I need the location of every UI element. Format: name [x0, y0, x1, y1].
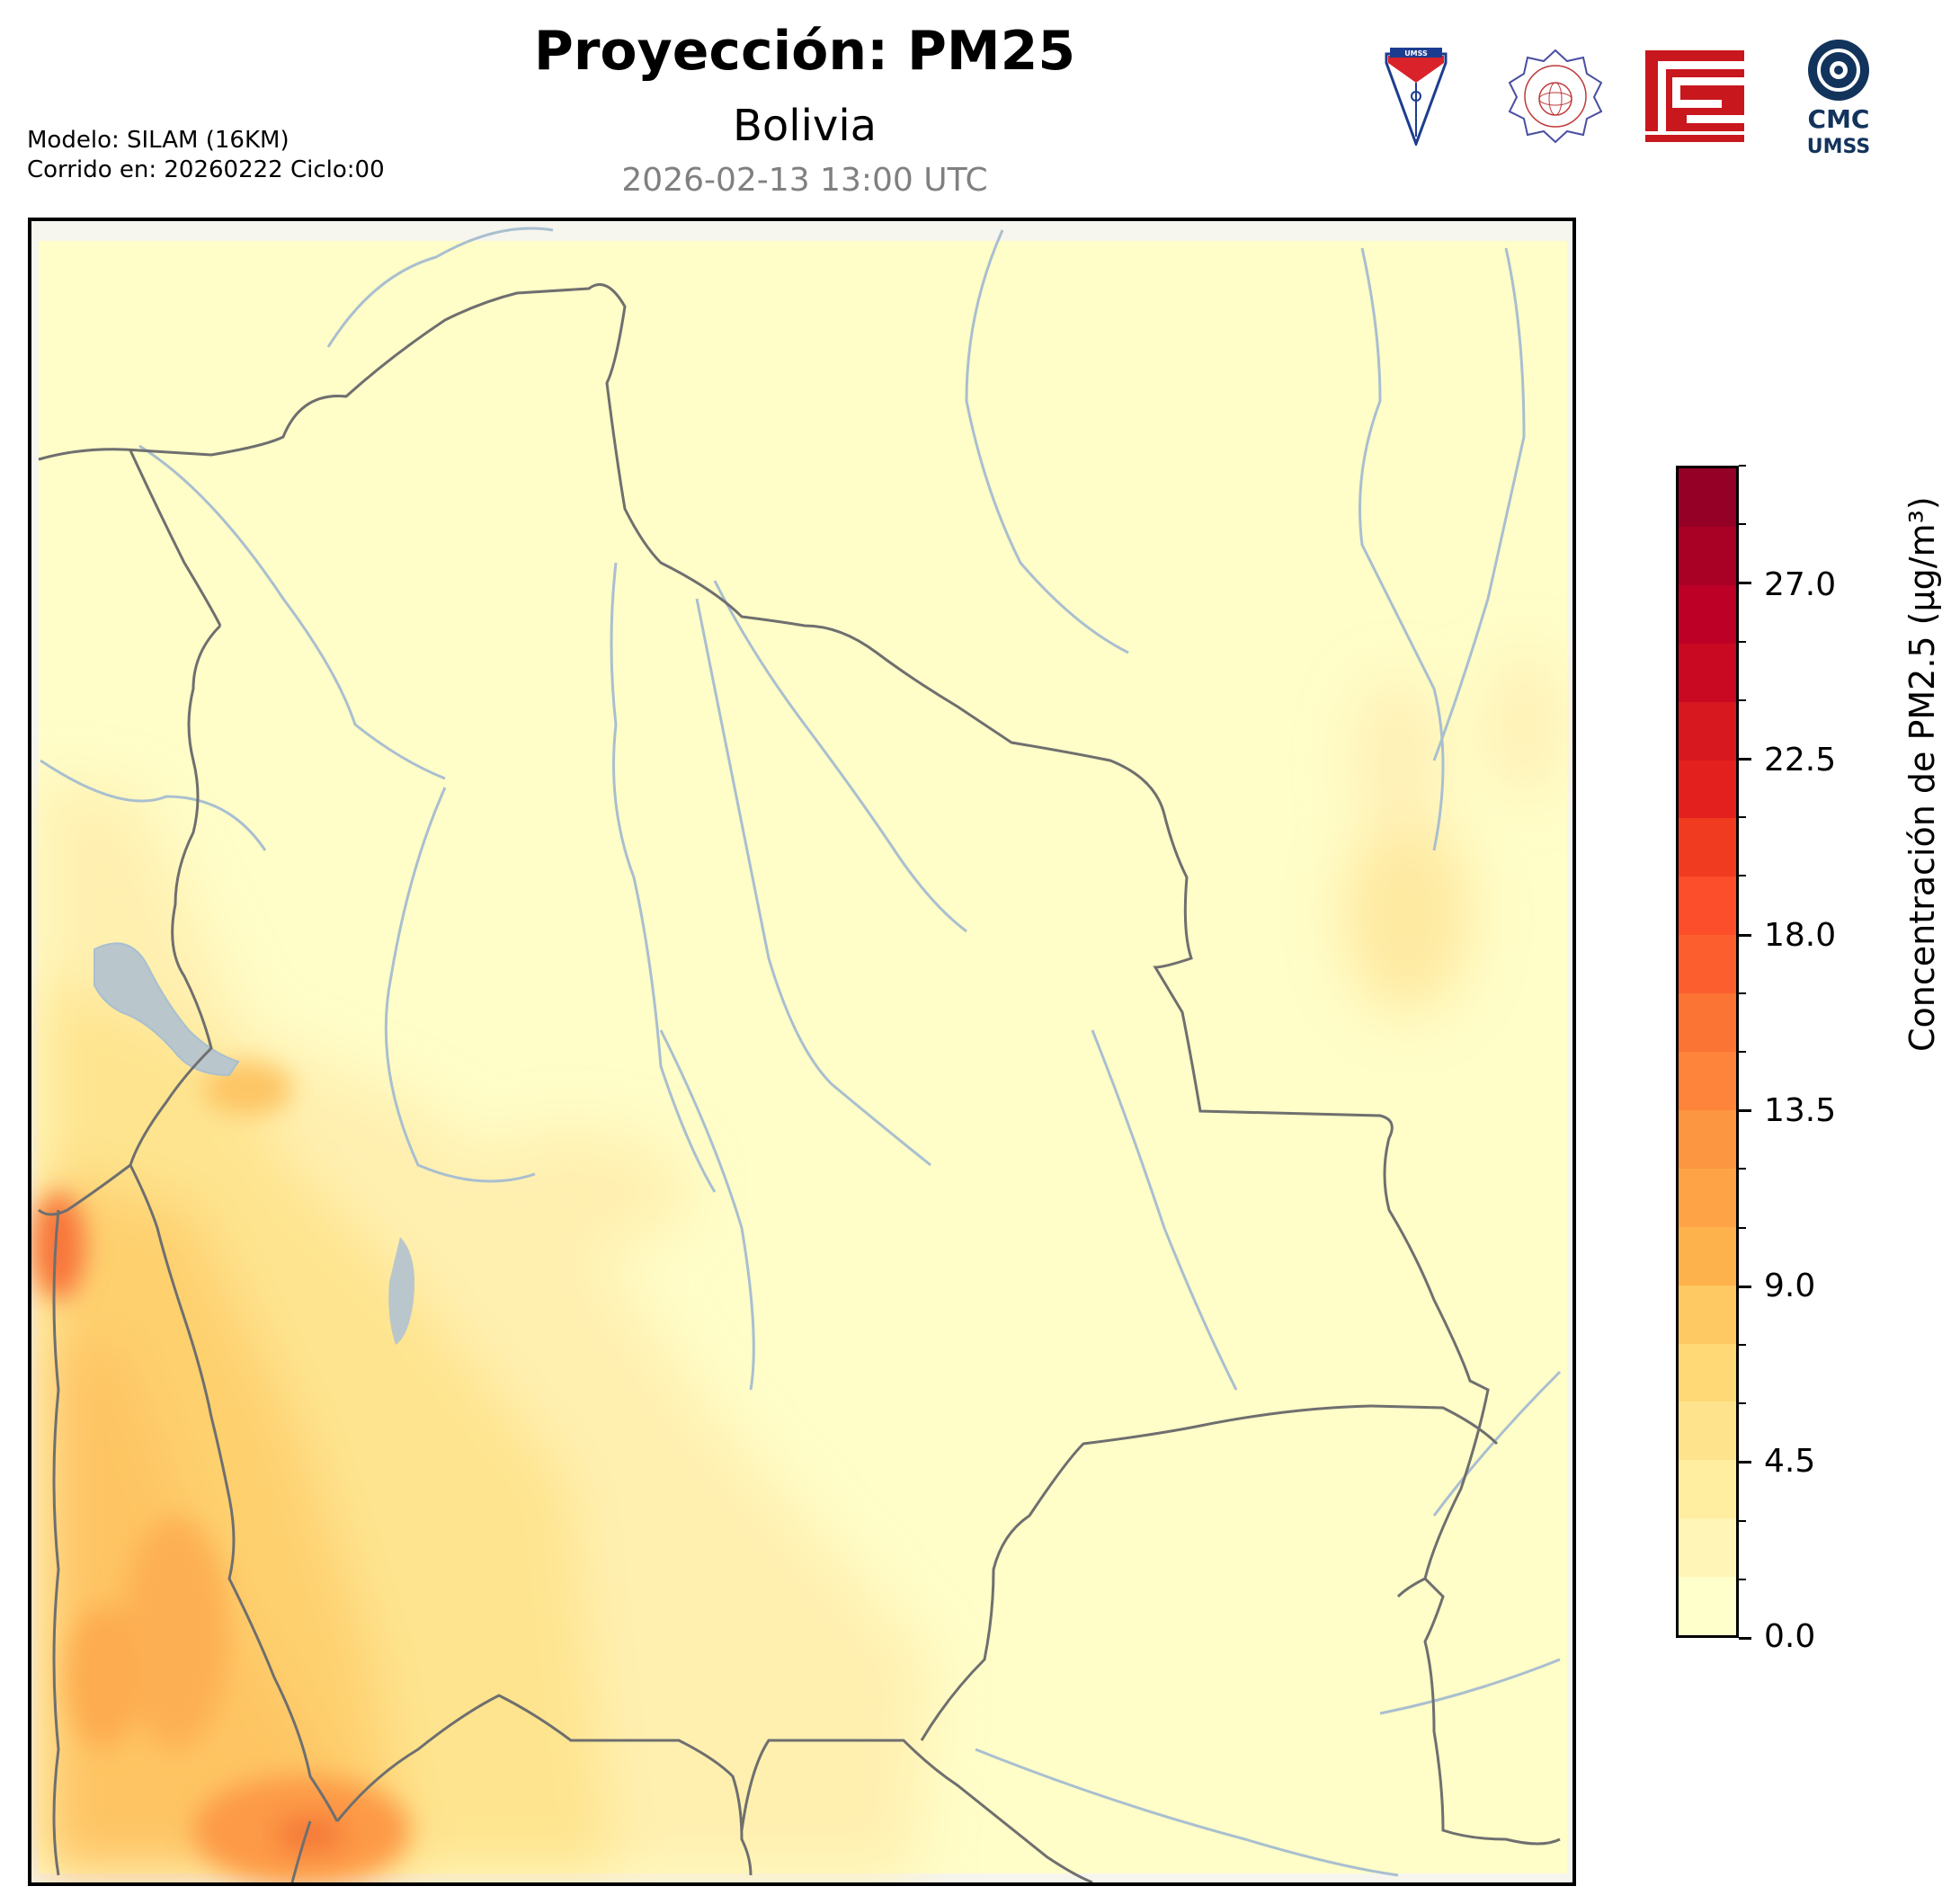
colorbar-band — [1679, 1459, 1736, 1518]
colorbar-band — [1679, 934, 1736, 993]
colorbar-band — [1679, 643, 1736, 702]
colorbar-band — [1679, 1168, 1736, 1227]
svg-text:UMSS: UMSS — [1404, 49, 1428, 58]
colorbar-minor-tick — [1739, 1579, 1746, 1580]
colorbar-band — [1679, 1109, 1736, 1169]
colorbar-band — [1679, 1051, 1736, 1110]
colorbar-band — [1679, 467, 1736, 527]
colorbar-major-tick — [1739, 1286, 1751, 1288]
colorbar-minor-tick — [1739, 992, 1746, 994]
colorbar-major-tick — [1739, 1109, 1751, 1112]
colorbar-band — [1679, 817, 1736, 876]
colorbar-band — [1679, 759, 1736, 818]
colorbar-major-tick — [1739, 934, 1751, 937]
colorbar-tick-label-18: 18.0 — [1764, 920, 1836, 952]
colorbar-tick-label-22_5: 22.5 — [1764, 744, 1836, 777]
colorbar-band — [1679, 1342, 1736, 1401]
colorbar-band — [1679, 584, 1736, 644]
colorbar-minor-tick — [1739, 1227, 1746, 1229]
colorbar-major-tick — [1739, 1461, 1751, 1464]
colorbar-title: Concentración de PM2.5 (µg/m³) — [1902, 496, 1942, 1052]
colorbar-band — [1679, 1285, 1736, 1344]
logo-strip: UMSS CMC UMSS — [1385, 47, 1879, 155]
colorbar-minor-tick — [1739, 1168, 1746, 1170]
umss-shield-logo: UMSS — [1385, 47, 1448, 146]
colorbar-tick-label-0: 0.0 — [1764, 1621, 1815, 1653]
colorbar-band — [1679, 1401, 1736, 1460]
colorbar-tick-label-9: 9.0 — [1764, 1270, 1815, 1303]
red-geometric-logo — [1645, 50, 1744, 142]
colorbar-band — [1679, 701, 1736, 761]
colorbar-tick-label-4_5: 4.5 — [1764, 1446, 1815, 1478]
colorbar-major-tick — [1739, 582, 1751, 584]
colorbar-minor-tick — [1739, 1402, 1746, 1404]
colorbar-minor-tick — [1739, 465, 1746, 467]
colorbar-band — [1679, 526, 1736, 585]
colorbar-minor-tick — [1739, 699, 1746, 701]
colorbar-band — [1679, 1226, 1736, 1286]
colorbar-major-tick — [1739, 1637, 1751, 1640]
model-line: Modelo: SILAM (16KM) — [27, 126, 385, 156]
map-canvas — [31, 221, 1572, 1882]
colorbar-minor-tick — [1739, 1344, 1746, 1346]
pm25-map — [28, 218, 1576, 1886]
colorbar-band — [1679, 992, 1736, 1052]
colorbar-minor-tick — [1739, 816, 1746, 818]
colorbar-band — [1679, 1576, 1736, 1635]
colorbar-minor-tick — [1739, 1051, 1746, 1053]
run-line: Corrido en: 20260222 Ciclo:00 — [27, 156, 385, 185]
colorbar-minor-tick — [1739, 875, 1746, 876]
colorbar-minor-tick — [1739, 523, 1746, 525]
colorbar-minor-tick — [1739, 1520, 1746, 1522]
model-info: Modelo: SILAM (16KM) Corrido en: 2026022… — [27, 126, 385, 185]
svg-text:UMSS: UMSS — [1807, 136, 1870, 158]
colorbar-tick-label-27: 27.0 — [1764, 569, 1836, 601]
departamento-fisica-seal-logo — [1506, 47, 1605, 146]
colorbar-band — [1679, 1517, 1736, 1577]
page-title: Proyección: PM25 — [0, 20, 1609, 83]
colorbar-band — [1679, 876, 1736, 935]
pm25-colorbar — [1676, 466, 1739, 1638]
svg-text:CMC: CMC — [1808, 104, 1870, 134]
cmc-umss-logo: CMC UMSS — [1789, 38, 1888, 159]
colorbar-minor-tick — [1739, 641, 1746, 643]
colorbar-major-tick — [1739, 758, 1751, 761]
colorbar-tick-label-13_5: 13.5 — [1764, 1095, 1836, 1127]
